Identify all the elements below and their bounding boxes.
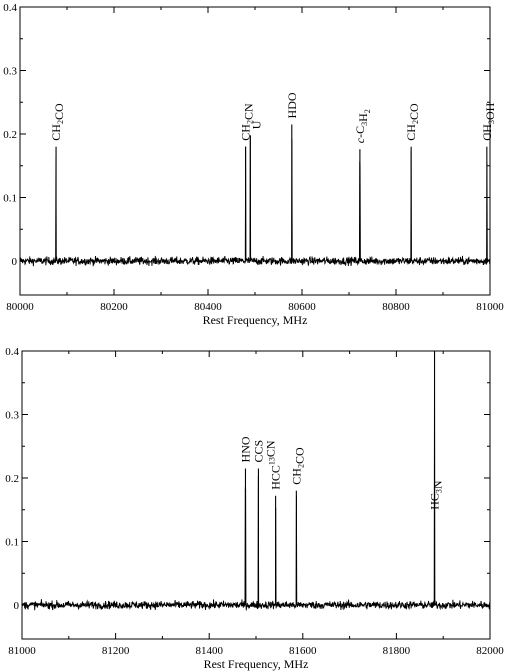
species-label: HDO bbox=[285, 92, 299, 118]
y-tick-label: 0.1 bbox=[3, 193, 17, 205]
spectrum-trace bbox=[19, 135, 491, 267]
species-label: CH2CO bbox=[49, 103, 66, 141]
x-tick-label: 80200 bbox=[100, 301, 128, 313]
x-tick-label: 80400 bbox=[194, 301, 222, 313]
species-label: CH3OH bbox=[480, 102, 497, 140]
x-tick-label: 81800 bbox=[383, 645, 411, 657]
spectrum-panel-bottom: 81000 81200 81400 81600 81800 82000 0 0.1 0.2 0.3… bbox=[5, 346, 504, 671]
x-tick-label: 82000 bbox=[476, 645, 504, 657]
plot-frame bbox=[21, 350, 491, 640]
x-tick-label: 81000 bbox=[476, 301, 504, 313]
y-tick-label: 0.3 bbox=[5, 410, 19, 422]
x-tick-label: 80800 bbox=[382, 301, 410, 313]
species-label: U bbox=[250, 120, 264, 129]
y-tick-label: 0 bbox=[12, 256, 18, 268]
y-tick-label: 0.1 bbox=[5, 537, 19, 549]
y-tick-label: 0 bbox=[14, 600, 20, 612]
x-axis-label: Rest Frequency, MHz bbox=[203, 313, 308, 327]
y-tick-label: 0.4 bbox=[5, 346, 19, 358]
x-tick-label: 80600 bbox=[288, 301, 316, 313]
spectrum-trace bbox=[21, 356, 491, 611]
y-tick-label: 0.4 bbox=[3, 2, 17, 14]
x-tick-label: 81000 bbox=[8, 645, 36, 657]
x-tick-label: 81400 bbox=[195, 645, 223, 657]
x-axis-label: Rest Frequency, MHz bbox=[204, 657, 309, 671]
species-label: HNO bbox=[238, 436, 252, 462]
species-label: c-C3H2 bbox=[353, 109, 372, 143]
x-tick-label: 81200 bbox=[102, 645, 130, 657]
species-label: CCS bbox=[251, 440, 265, 463]
species-label: HCC13CN bbox=[264, 440, 283, 490]
plot-frame bbox=[19, 6, 491, 296]
y-tick-label: 0.2 bbox=[5, 473, 19, 485]
species-label: HC3N bbox=[428, 480, 445, 510]
y-tick-label: 0.2 bbox=[3, 129, 17, 141]
species-label: CH2CO bbox=[404, 103, 421, 141]
y-tick-label: 0.3 bbox=[3, 66, 17, 78]
x-tick-label: 81600 bbox=[289, 645, 317, 657]
species-label: CH2CN bbox=[239, 103, 256, 141]
species-label: CH2CO bbox=[289, 447, 306, 485]
spectrum-panel-top: 80000 80200 80400 80600 80800 81000 0 0.1 0.2 0.3… bbox=[3, 2, 504, 327]
x-tick-label: 80000 bbox=[6, 301, 34, 313]
